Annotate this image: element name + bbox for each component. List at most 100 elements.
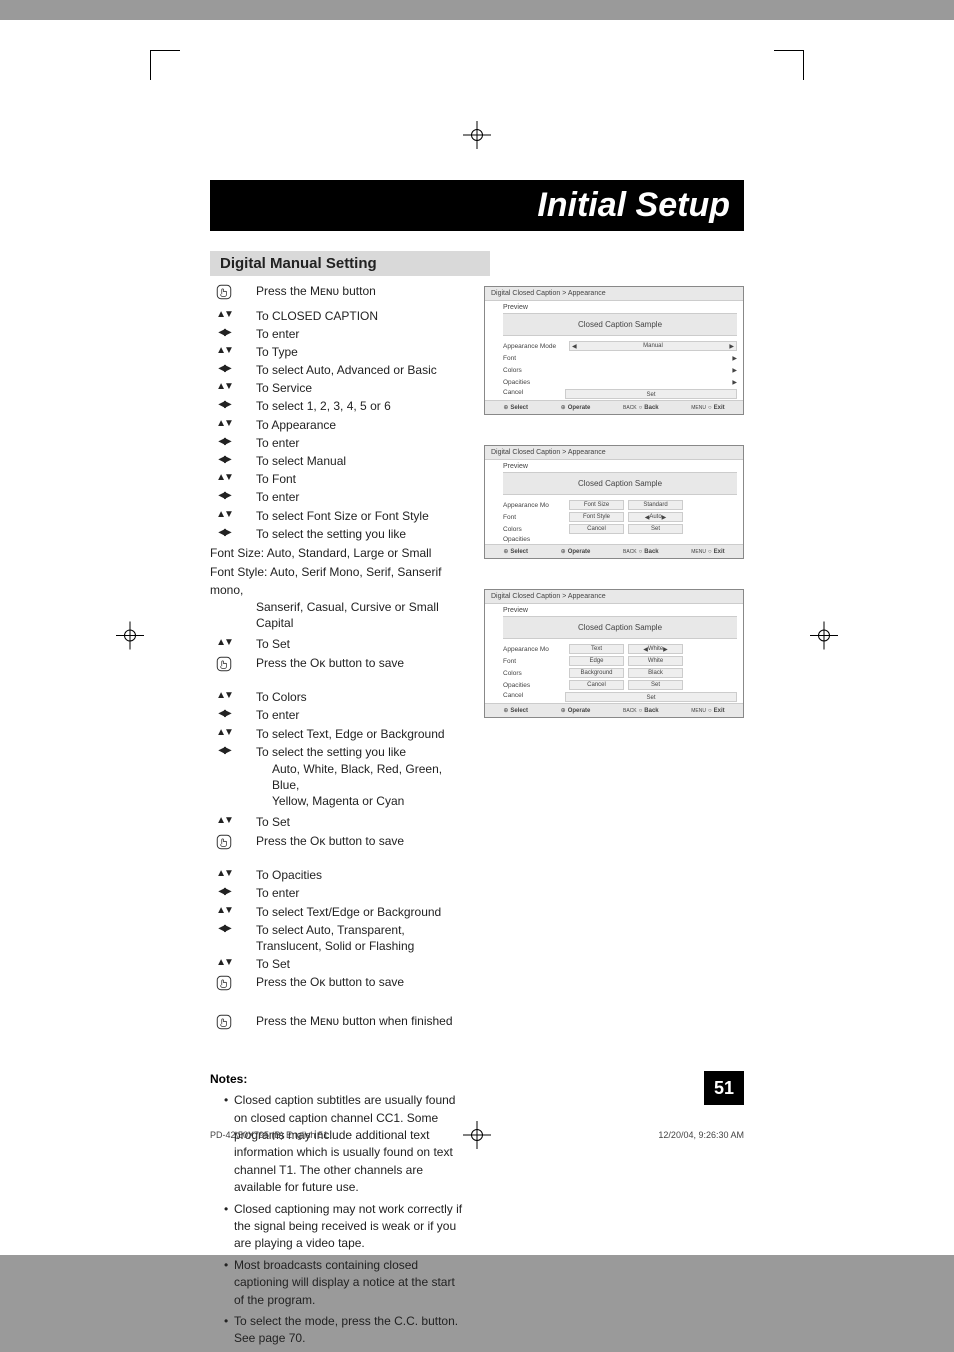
instruction-step: Press the Oᴋ button to save bbox=[210, 654, 466, 679]
hand-press-icon bbox=[210, 655, 238, 678]
hand-press-icon bbox=[210, 833, 238, 856]
note-item: Most broadcasts containing closed captio… bbox=[224, 1257, 466, 1309]
up-down-icon: ▲▼ bbox=[210, 344, 238, 358]
step-text: To select 1, 2, 3, 4, 5 or 6 bbox=[256, 398, 466, 414]
instruction-step: Press the Mᴇɴᴜ button when finished bbox=[210, 1012, 466, 1037]
instruction-step: ▲▼ To Type bbox=[210, 343, 466, 361]
step-text: Press the Mᴇɴᴜ button bbox=[256, 283, 466, 299]
osd-row: Appearance MoFont SizeStandard bbox=[485, 499, 743, 511]
osd-caption-sample: Closed Caption Sample bbox=[503, 313, 737, 336]
step-text: Press the Oᴋ button to save bbox=[256, 974, 466, 990]
instruction-step: Press the Oᴋ button to save bbox=[210, 973, 466, 998]
step-text: To select Text/Edge or Background bbox=[256, 904, 466, 920]
osd-row: Font▶ bbox=[485, 352, 743, 364]
up-down-icon: ▲▼ bbox=[210, 867, 238, 881]
osd-row: Appearance Mode◀Manual▶ bbox=[485, 340, 743, 352]
left-right-icon: ◀▶ bbox=[210, 707, 238, 721]
step-text: To Font bbox=[256, 471, 466, 487]
instruction-step: ▲▼To select Text, Edge or Background bbox=[210, 725, 466, 743]
osd-panel-appearance: Digital Closed Caption > Appearance Prev… bbox=[484, 286, 744, 415]
step-text: To Opacities bbox=[256, 867, 466, 883]
up-down-icon: ▲▼ bbox=[210, 636, 238, 650]
instruction-step: ◀▶To enter bbox=[210, 488, 466, 506]
up-down-icon: ▲▼ bbox=[210, 726, 238, 740]
osd-footer: ⊕ Select ⊕ Operate BACK○ Back MENU○ Exit bbox=[485, 544, 743, 558]
osd-row: ColorsBackgroundBlack bbox=[485, 667, 743, 679]
hand-press-icon bbox=[210, 283, 238, 306]
instruction-step: ▲▼ To Colors bbox=[210, 688, 466, 706]
instruction-step: ◀▶ To select Auto, Transparent, Transluce… bbox=[210, 921, 466, 955]
step-text: Press the Oᴋ button to save bbox=[256, 655, 466, 671]
instruction-step: ◀▶To select the setting you like bbox=[210, 525, 466, 543]
left-right-icon: ◀▶ bbox=[210, 922, 238, 936]
instruction-step: ▲▼ To Set bbox=[210, 813, 466, 831]
osd-row: FontFont Style◀Auto▶ bbox=[485, 511, 743, 523]
up-down-icon: ▲▼ bbox=[210, 508, 238, 522]
left-right-icon: ◀▶ bbox=[210, 453, 238, 467]
step-text: Press the Oᴋ button to save bbox=[256, 833, 466, 849]
up-down-icon: ▲▼ bbox=[210, 904, 238, 918]
osd-row: Opacities▶ bbox=[485, 376, 743, 388]
registration-mark bbox=[467, 125, 487, 150]
osd-previews-column: Digital Closed Caption > Appearance Prev… bbox=[484, 282, 744, 1352]
instructions-column: Press the Mᴇɴᴜ button ▲▼To CLOSED CAPTION… bbox=[210, 282, 466, 1352]
left-right-icon: ◀▶ bbox=[210, 885, 238, 899]
step-text: To select Auto, Transparent, Translucent… bbox=[256, 922, 466, 954]
step-text: To enter bbox=[256, 489, 466, 505]
step-text: To select Manual bbox=[256, 453, 466, 469]
note-item: Closed captioning may not work correctly… bbox=[224, 1201, 466, 1253]
step-text: To Set bbox=[256, 956, 466, 972]
step-text: To select the setting you like bbox=[256, 526, 466, 542]
up-down-icon: ▲▼ bbox=[210, 814, 238, 828]
left-right-icon: ◀▶ bbox=[210, 744, 238, 758]
instruction-step: ▲▼To CLOSED CAPTION bbox=[210, 307, 466, 325]
left-right-icon: ◀▶ bbox=[210, 362, 238, 376]
hand-press-icon bbox=[210, 974, 238, 997]
instruction-step: ◀▶ To select Auto, Advanced or Basic bbox=[210, 361, 466, 379]
page-title: Initial Setup bbox=[210, 180, 744, 231]
step-text: To Colors bbox=[256, 689, 466, 705]
osd-footer: ⊕ Select ⊕ Operate BACK○ Back MENU○ Exit bbox=[485, 703, 743, 717]
instruction-step: ▲▼To select Font Size or Font Style bbox=[210, 507, 466, 525]
osd-panel-colors: Digital Closed Caption > Appearance Prev… bbox=[484, 589, 744, 718]
instruction-step: ▲▼ To select Text/Edge or Background bbox=[210, 903, 466, 921]
left-right-icon: ◀▶ bbox=[210, 326, 238, 340]
font-style-note-2: Sanserif, Casual, Cursive or Small Capit… bbox=[210, 599, 466, 631]
instruction-step: Press the Mᴇɴᴜ button bbox=[210, 282, 466, 307]
instruction-step: ◀▶ To select the setting you like bbox=[210, 743, 466, 761]
instruction-step: ▲▼To Set bbox=[210, 955, 466, 973]
osd-panel-font: Digital Closed Caption > Appearance Prev… bbox=[484, 445, 744, 559]
instruction-step: ◀▶To enter bbox=[210, 434, 466, 452]
instruction-step: ▲▼To Font bbox=[210, 470, 466, 488]
note-item: Closed caption subtitles are usually fou… bbox=[224, 1092, 466, 1196]
osd-footer: ⊕ Select ⊕ Operate BACK○ Back MENU○ Exit bbox=[485, 400, 743, 414]
up-down-icon: ▲▼ bbox=[210, 417, 238, 431]
step-text: Press the Mᴇɴᴜ button when finished bbox=[256, 1013, 466, 1029]
step-text: To Type bbox=[256, 344, 466, 360]
registration-mark bbox=[120, 625, 140, 650]
step-text: To enter bbox=[256, 707, 466, 723]
notes-heading: Notes: bbox=[210, 1072, 466, 1086]
content-area: Initial Setup Digital Manual Setting Pre… bbox=[210, 180, 744, 1352]
step-text: To Set bbox=[256, 814, 466, 830]
step-text: To select the setting you like bbox=[256, 744, 466, 760]
step-text: To enter bbox=[256, 885, 466, 901]
osd-row: Colors▶ bbox=[485, 364, 743, 376]
osd-preview-label: Preview bbox=[485, 301, 743, 313]
osd-row: Opacities bbox=[485, 535, 743, 544]
font-style-note-1: Font Style: Auto, Serif Mono, Serif, San… bbox=[210, 564, 466, 599]
up-down-icon: ▲▼ bbox=[210, 380, 238, 394]
up-down-icon: ▲▼ bbox=[210, 689, 238, 703]
step-text: To select Auto, Advanced or Basic bbox=[256, 362, 466, 378]
osd-row: Appearance MoText◀White▶ bbox=[485, 643, 743, 655]
note-item: To select the mode, press the C.C. butto… bbox=[224, 1313, 466, 1348]
crop-mark bbox=[774, 50, 804, 80]
step-text: To Set bbox=[256, 636, 466, 652]
instruction-step: ◀▶To enter bbox=[210, 325, 466, 343]
up-down-icon: ▲▼ bbox=[210, 308, 238, 322]
section-heading: Digital Manual Setting bbox=[210, 251, 490, 276]
footer-right: 12/20/04, 9:26:30 AM bbox=[658, 1130, 744, 1140]
instruction-step: ▲▼ To Opacities bbox=[210, 866, 466, 884]
colors-note-2: Yellow, Magenta or Cyan bbox=[210, 793, 466, 809]
hand-press-icon bbox=[210, 1013, 238, 1036]
